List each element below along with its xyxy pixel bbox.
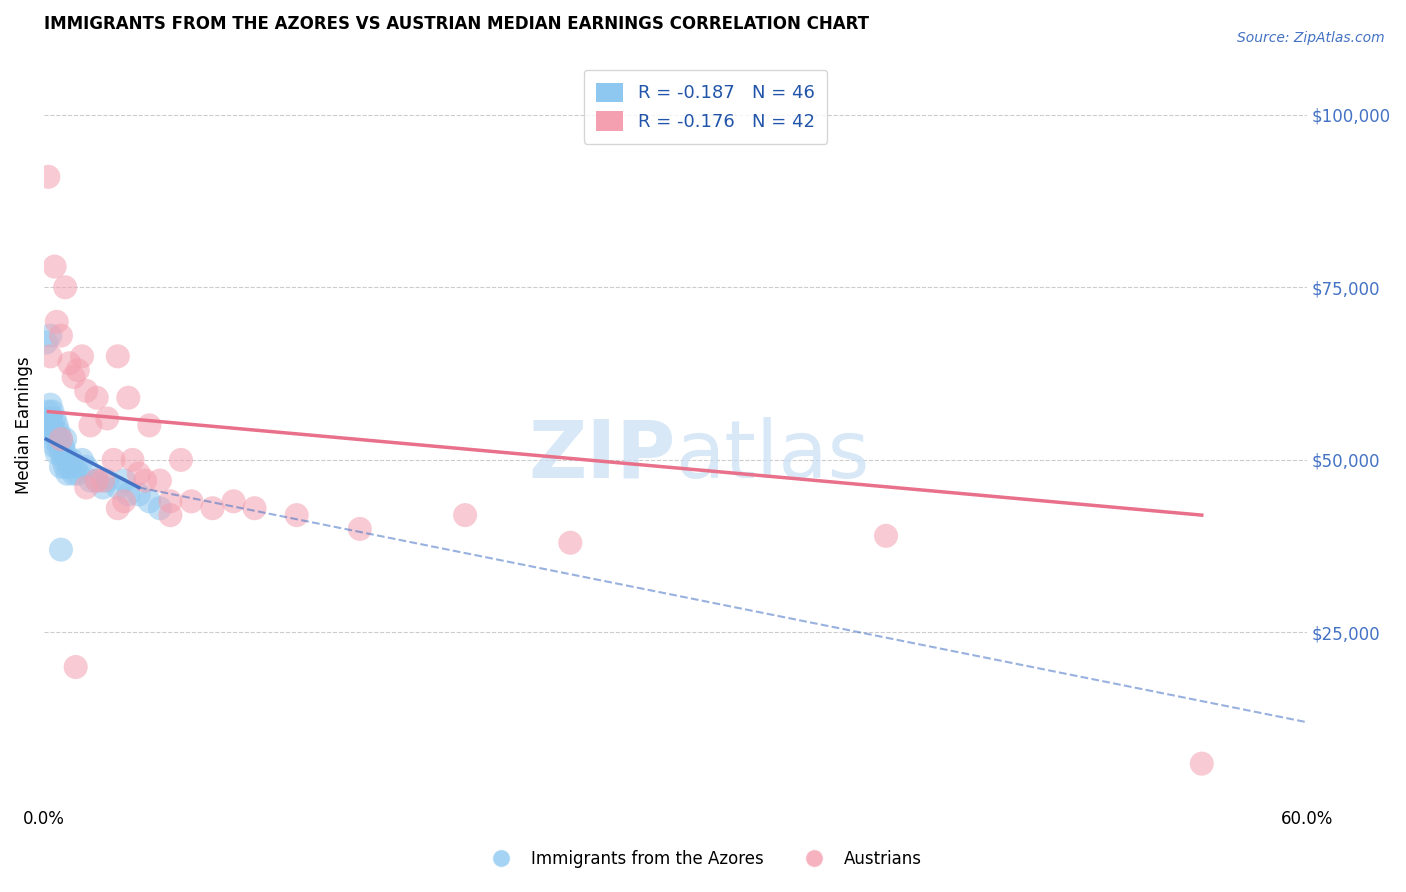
Point <box>112 494 135 508</box>
Point <box>79 474 101 488</box>
Point <box>75 459 97 474</box>
Point <box>149 501 172 516</box>
Point <box>66 363 89 377</box>
Point <box>128 487 150 501</box>
Point <box>45 315 67 329</box>
Point <box>49 432 72 446</box>
Point <box>39 411 62 425</box>
Point <box>53 432 76 446</box>
Point <box>222 494 245 508</box>
Point <box>37 404 59 418</box>
Point <box>134 474 156 488</box>
Point <box>243 501 266 516</box>
Point <box>44 260 66 274</box>
Point <box>39 328 62 343</box>
Point <box>149 474 172 488</box>
Point <box>45 446 67 460</box>
Point <box>60 453 83 467</box>
Point <box>49 459 72 474</box>
Point <box>91 481 114 495</box>
Point <box>170 453 193 467</box>
Point <box>86 474 108 488</box>
Point <box>117 487 139 501</box>
Point <box>285 508 308 522</box>
Point <box>180 494 202 508</box>
Point <box>39 398 62 412</box>
Point <box>44 411 66 425</box>
Point <box>62 370 84 384</box>
Point <box>201 501 224 516</box>
Point <box>53 459 76 474</box>
Point <box>65 660 87 674</box>
Point <box>159 508 181 522</box>
Point <box>138 418 160 433</box>
Y-axis label: Median Earnings: Median Earnings <box>15 357 32 494</box>
Point <box>41 418 63 433</box>
Point <box>103 453 125 467</box>
Point <box>75 384 97 398</box>
Point <box>875 529 897 543</box>
Point <box>1191 756 1213 771</box>
Legend: Immigrants from the Azores, Austrians: Immigrants from the Azores, Austrians <box>478 844 928 875</box>
Point <box>45 418 67 433</box>
Point <box>56 467 79 481</box>
Point <box>79 418 101 433</box>
Point <box>86 474 108 488</box>
Point <box>39 349 62 363</box>
Point <box>52 439 75 453</box>
Point <box>53 280 76 294</box>
Point <box>48 425 70 440</box>
Point <box>117 391 139 405</box>
Point <box>53 446 76 460</box>
Text: IMMIGRANTS FROM THE AZORES VS AUSTRIAN MEDIAN EARNINGS CORRELATION CHART: IMMIGRANTS FROM THE AZORES VS AUSTRIAN M… <box>44 15 869 33</box>
Point <box>49 446 72 460</box>
Point <box>58 459 80 474</box>
Point <box>48 439 70 453</box>
Point <box>86 391 108 405</box>
Point <box>41 432 63 446</box>
Point <box>52 453 75 467</box>
Point <box>70 349 93 363</box>
Point <box>49 328 72 343</box>
Point <box>35 335 58 350</box>
Point <box>66 467 89 481</box>
Text: ZIP: ZIP <box>529 417 675 495</box>
Point <box>96 411 118 425</box>
Text: Source: ZipAtlas.com: Source: ZipAtlas.com <box>1237 31 1385 45</box>
Point <box>70 453 93 467</box>
Point <box>49 542 72 557</box>
Point <box>75 481 97 495</box>
Point <box>349 522 371 536</box>
Point <box>49 432 72 446</box>
Point <box>96 474 118 488</box>
Point <box>56 453 79 467</box>
Legend: R = -0.187   N = 46, R = -0.176   N = 42: R = -0.187 N = 46, R = -0.176 N = 42 <box>583 70 827 144</box>
Point <box>91 474 114 488</box>
Point <box>560 535 582 549</box>
Point <box>159 494 181 508</box>
Point <box>58 356 80 370</box>
Point <box>138 494 160 508</box>
Point <box>39 425 62 440</box>
Point <box>37 169 59 184</box>
Point <box>65 459 87 474</box>
Point <box>44 425 66 440</box>
Point <box>37 418 59 433</box>
Point <box>107 349 129 363</box>
Point <box>45 432 67 446</box>
Point <box>121 453 143 467</box>
Point <box>44 439 66 453</box>
Point <box>454 508 477 522</box>
Point <box>62 467 84 481</box>
Point <box>112 474 135 488</box>
Point <box>107 501 129 516</box>
Point <box>107 481 129 495</box>
Text: atlas: atlas <box>675 417 870 495</box>
Point <box>128 467 150 481</box>
Point <box>41 404 63 418</box>
